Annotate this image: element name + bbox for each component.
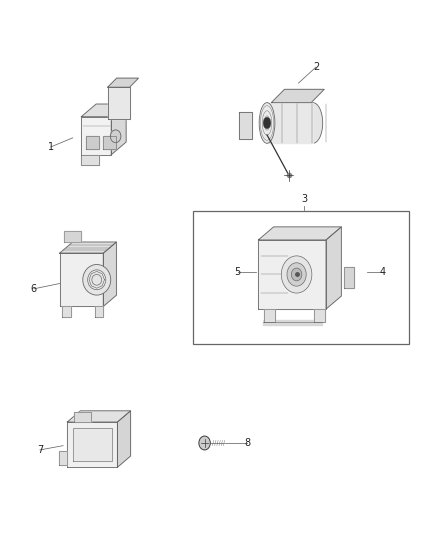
Polygon shape (60, 253, 103, 306)
Polygon shape (62, 306, 71, 317)
Text: 4: 4 (380, 267, 386, 277)
Text: 8: 8 (244, 438, 251, 448)
Polygon shape (73, 429, 112, 461)
Polygon shape (95, 306, 103, 317)
Text: 6: 6 (31, 284, 37, 294)
Text: 1: 1 (48, 142, 54, 152)
Polygon shape (74, 413, 91, 422)
Polygon shape (108, 78, 138, 87)
Polygon shape (264, 309, 275, 322)
Polygon shape (86, 136, 99, 149)
Text: 3: 3 (301, 195, 307, 204)
Text: 7: 7 (37, 445, 43, 455)
Ellipse shape (281, 256, 312, 293)
Ellipse shape (259, 103, 275, 143)
Polygon shape (111, 104, 126, 155)
Polygon shape (343, 266, 354, 288)
Polygon shape (67, 411, 131, 422)
Polygon shape (60, 242, 117, 253)
Bar (193, 211, 409, 344)
Polygon shape (81, 155, 99, 165)
Polygon shape (60, 451, 67, 465)
Polygon shape (258, 240, 326, 309)
Ellipse shape (263, 117, 271, 129)
Polygon shape (81, 104, 128, 117)
Polygon shape (81, 117, 111, 155)
Polygon shape (108, 87, 130, 119)
Polygon shape (263, 320, 321, 325)
Ellipse shape (291, 268, 302, 281)
Polygon shape (103, 242, 117, 306)
Circle shape (199, 436, 210, 450)
Polygon shape (239, 112, 252, 139)
Polygon shape (103, 136, 116, 149)
Text: 5: 5 (235, 267, 241, 277)
Circle shape (110, 130, 121, 143)
Polygon shape (64, 231, 81, 242)
Polygon shape (272, 90, 324, 103)
Polygon shape (314, 309, 325, 322)
Ellipse shape (303, 103, 323, 143)
Ellipse shape (287, 263, 306, 286)
Text: 2: 2 (313, 62, 319, 72)
Polygon shape (267, 103, 313, 143)
Polygon shape (258, 227, 341, 240)
Ellipse shape (83, 264, 111, 295)
Polygon shape (67, 422, 117, 467)
Polygon shape (117, 411, 131, 467)
Polygon shape (326, 227, 341, 309)
